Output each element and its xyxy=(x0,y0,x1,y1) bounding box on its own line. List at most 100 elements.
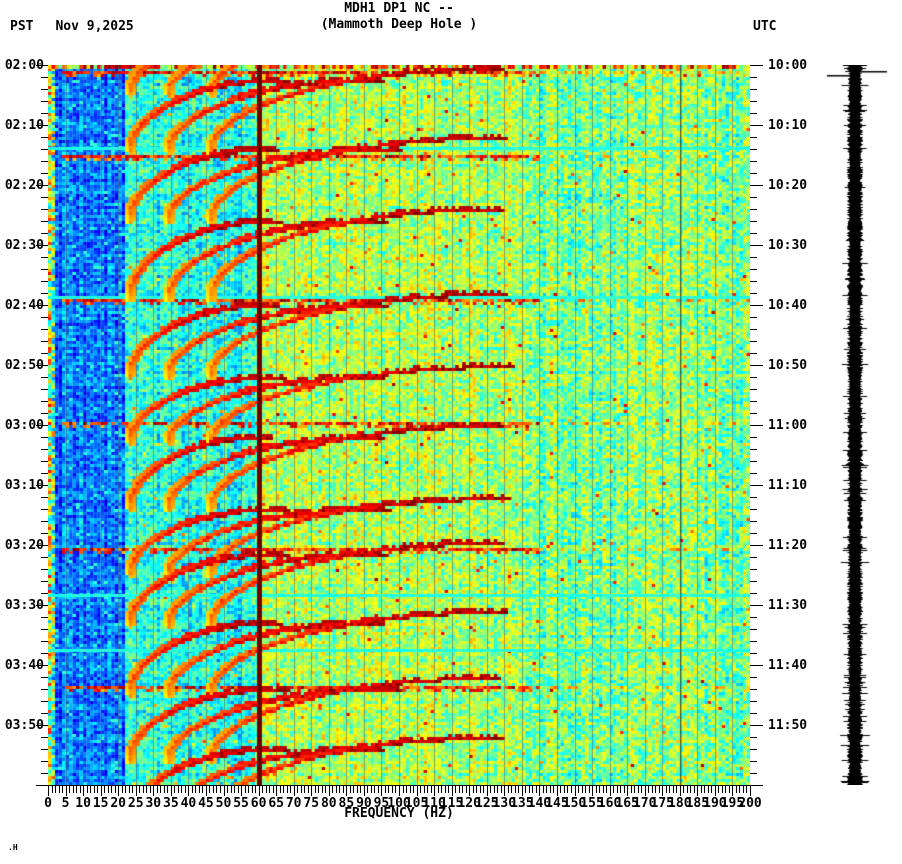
time-tick xyxy=(750,569,757,570)
time-tick xyxy=(41,329,48,330)
freq-tick xyxy=(107,786,109,793)
freq-tick xyxy=(504,786,506,796)
time-tick xyxy=(750,137,757,138)
freq-tick xyxy=(360,786,362,793)
freq-tick xyxy=(739,786,741,793)
plot-title: MDH1 DP1 NC -- (Mammoth Deep Hole ) xyxy=(48,1,750,33)
freq-tick xyxy=(718,786,720,793)
freq-tick xyxy=(676,786,678,793)
freq-tick xyxy=(149,786,151,793)
time-tick xyxy=(41,353,48,354)
freq-tick xyxy=(735,786,737,793)
time-tick xyxy=(750,161,757,162)
freq-tick xyxy=(100,786,102,796)
freq-tick xyxy=(237,786,239,793)
time-tick xyxy=(750,593,757,594)
freq-tick xyxy=(602,786,604,793)
freq-tick xyxy=(592,786,594,796)
timezone-left-label: PST xyxy=(10,19,34,34)
freq-tick xyxy=(409,786,411,793)
waveform-trace-canvas xyxy=(825,65,891,785)
time-tick xyxy=(750,197,757,198)
time-tick xyxy=(41,257,48,258)
freq-tick xyxy=(72,786,74,793)
freq-tick xyxy=(679,786,681,796)
freq-tick xyxy=(570,786,572,793)
freq-tick xyxy=(69,786,71,793)
freq-tick xyxy=(476,786,478,793)
freq-tick xyxy=(177,786,179,793)
time-tick xyxy=(41,341,48,342)
freq-tick xyxy=(707,786,709,793)
time-tick xyxy=(41,689,48,690)
freq-tick-label: 65 xyxy=(268,796,284,811)
freq-tick xyxy=(420,786,422,793)
freq-tick-label: 30 xyxy=(145,796,162,811)
time-tick xyxy=(36,545,48,546)
freq-tick xyxy=(279,786,281,793)
time-tick xyxy=(750,689,757,690)
freq-tick-label: 160 xyxy=(597,796,622,811)
freq-tick xyxy=(160,786,162,793)
freq-tick-label: 25 xyxy=(127,796,144,811)
time-tick xyxy=(41,221,48,222)
freq-tick xyxy=(479,786,481,793)
time-tick xyxy=(36,305,48,306)
freq-tick xyxy=(234,786,236,793)
time-tick xyxy=(41,581,48,582)
time-tick xyxy=(41,437,48,438)
time-tick xyxy=(41,113,48,114)
freq-tick xyxy=(581,786,583,793)
freq-tick xyxy=(377,786,379,793)
freq-tick xyxy=(255,786,257,793)
freq-tick xyxy=(728,786,730,793)
freq-tick xyxy=(125,786,127,793)
time-tick xyxy=(41,389,48,390)
freq-tick xyxy=(686,786,688,793)
time-tick xyxy=(41,629,48,630)
freq-tick xyxy=(588,786,590,793)
freq-tick xyxy=(188,786,190,796)
freq-tick xyxy=(300,786,302,793)
freq-tick xyxy=(167,786,169,793)
freq-tick xyxy=(725,786,727,793)
freq-tick xyxy=(118,786,120,796)
freq-tick-label: 200 xyxy=(738,796,762,811)
freq-tick xyxy=(546,786,548,793)
time-tick xyxy=(41,161,48,162)
freq-tick xyxy=(700,786,702,793)
time-tick xyxy=(41,377,48,378)
freq-tick xyxy=(434,786,436,796)
freq-tick xyxy=(342,786,344,793)
freq-tick-label: 90 xyxy=(356,796,372,811)
time-tick xyxy=(41,101,48,102)
freq-tick xyxy=(616,786,618,793)
freq-tick xyxy=(406,786,408,793)
time-tick xyxy=(750,617,757,618)
freq-tick xyxy=(437,786,439,793)
time-tick xyxy=(750,581,757,582)
freq-tick xyxy=(413,786,415,793)
freq-tick xyxy=(655,786,657,793)
right-time-label: 10:10 xyxy=(768,118,808,133)
time-tick xyxy=(750,389,757,390)
right-time-axis: 10:00 10:10 10:20 10:30 10:40 10:50 11:00 11:10… xyxy=(750,59,902,791)
x-axis-title: FREQUENCY (HZ) xyxy=(344,806,454,821)
time-tick xyxy=(750,677,757,678)
time-tick xyxy=(750,749,757,750)
frequency-axis: 0 5 10 15 20 25 30 35 40 45 50 55 60 65 70 75 80 85 90 95 10… xyxy=(44,785,762,813)
header-left: PST Nov 9,2025 xyxy=(10,19,134,34)
left-time-axis: 02:00 02:10 02:20 02:30 02:40 02:50 03:00 03:10… xyxy=(0,59,48,791)
freq-tick xyxy=(391,786,393,793)
time-tick xyxy=(750,557,757,558)
freq-tick xyxy=(325,786,327,793)
time-tick xyxy=(750,761,757,762)
freq-tick-label: 180 xyxy=(668,796,692,811)
freq-tick-label: 115 xyxy=(439,796,464,811)
freq-tick xyxy=(286,786,288,793)
freq-tick xyxy=(290,786,292,793)
time-tick xyxy=(36,185,48,186)
time-tick xyxy=(41,77,48,78)
freq-tick xyxy=(381,786,383,796)
freq-tick-label: 50 xyxy=(215,796,232,811)
